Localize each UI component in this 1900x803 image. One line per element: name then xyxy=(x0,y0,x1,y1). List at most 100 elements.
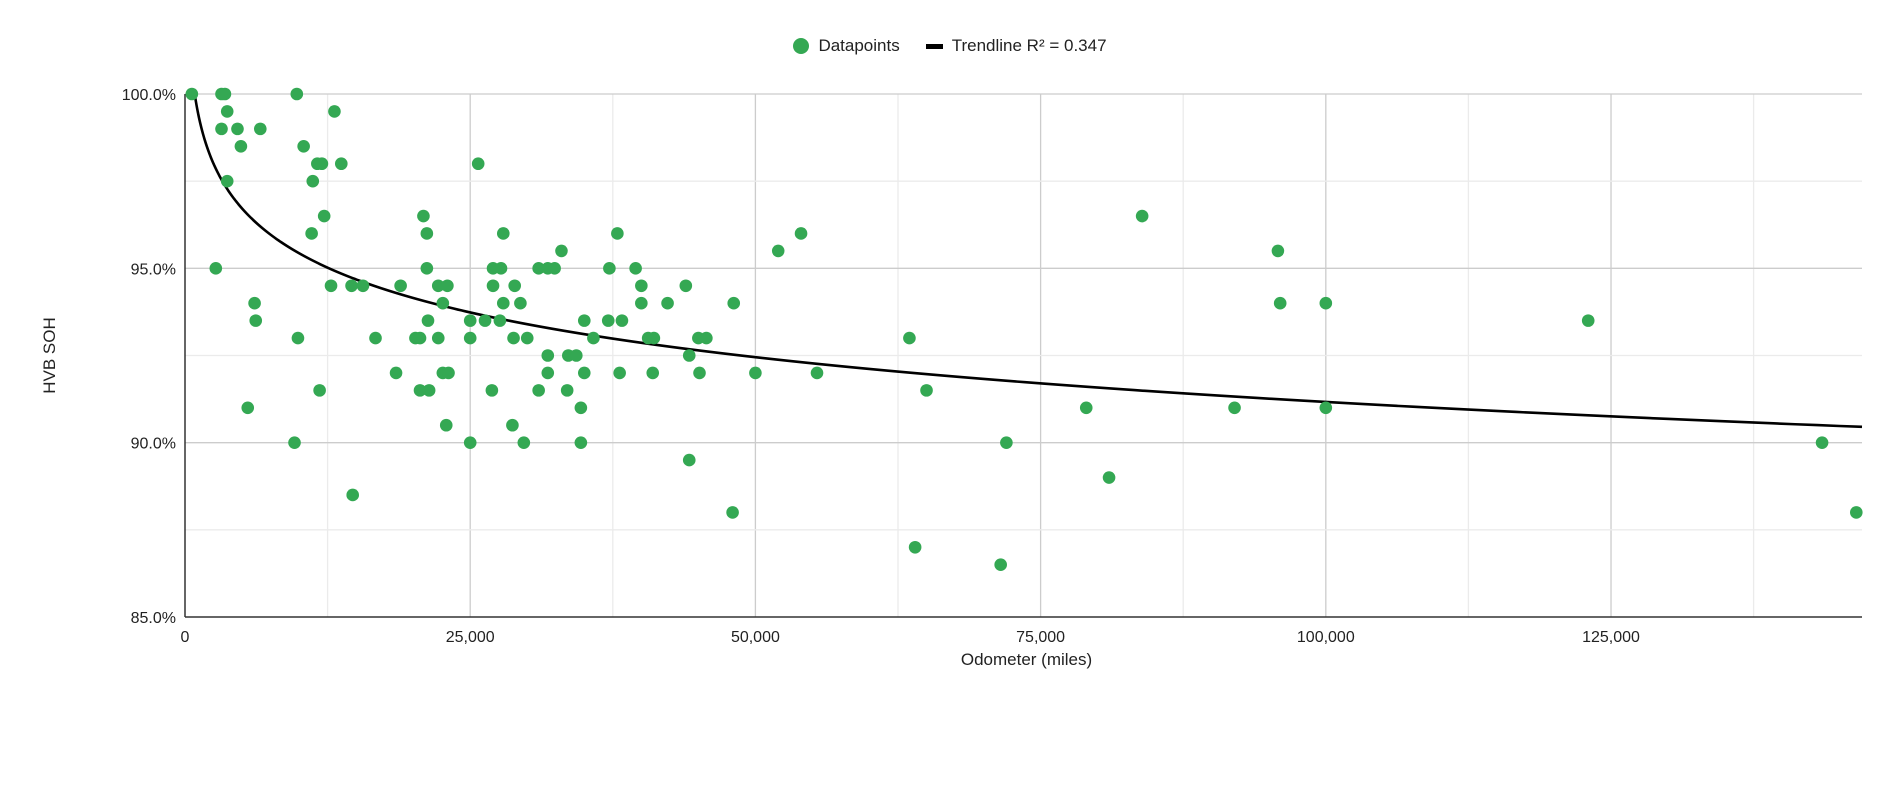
datapoint xyxy=(541,366,555,380)
datapoint xyxy=(541,349,555,362)
datapoint xyxy=(577,366,591,380)
x-tick-label: 25,000 xyxy=(446,629,495,646)
legend-item-trendline[interactable]: Trendline R² = 0.347 xyxy=(925,36,1107,56)
datapoint xyxy=(507,331,520,345)
datapoint xyxy=(471,157,485,171)
datapoint xyxy=(290,87,304,101)
datapoint xyxy=(635,296,648,310)
datapoint xyxy=(441,279,454,293)
datapoint xyxy=(328,105,341,118)
datapoints-layer xyxy=(185,87,1863,571)
datapoint xyxy=(306,174,320,188)
datapoint xyxy=(1319,296,1333,310)
datapoint xyxy=(486,279,500,293)
datapoint xyxy=(420,227,434,240)
trendline xyxy=(192,92,1863,429)
datapoint xyxy=(577,314,591,327)
y-tick-label: 95.0% xyxy=(131,261,176,278)
datapoint xyxy=(520,331,534,345)
datapoint xyxy=(1228,401,1241,415)
x-tick-label: 0 xyxy=(181,629,190,646)
datapoint xyxy=(431,331,445,345)
datapoint xyxy=(994,558,1007,571)
chart-gridlines xyxy=(185,93,1862,617)
datapoint xyxy=(682,349,696,362)
datapoint xyxy=(389,366,403,380)
datapoint xyxy=(1135,209,1149,223)
y-axis-title: HVB SOH xyxy=(40,317,59,394)
datapoint xyxy=(1319,401,1333,415)
x-tick-label: 125,000 xyxy=(1582,629,1640,646)
datapoint xyxy=(1581,314,1595,327)
x-tick-label: 100,000 xyxy=(1297,629,1355,646)
datapoint xyxy=(291,331,305,345)
datapoint xyxy=(422,384,436,397)
datapoint xyxy=(494,262,508,275)
datapoint xyxy=(570,349,583,362)
datapoint xyxy=(485,384,499,397)
datapoint xyxy=(679,279,693,293)
legend-item-datapoints[interactable]: Datapoints xyxy=(793,36,900,56)
datapoint xyxy=(346,488,360,502)
datapoint xyxy=(693,366,706,380)
datapoint xyxy=(646,366,660,380)
datapoint xyxy=(548,262,561,275)
datapoint xyxy=(920,384,933,397)
datapoint xyxy=(324,279,338,293)
datapoint xyxy=(727,296,741,310)
datapoint xyxy=(439,418,453,432)
datapoint xyxy=(587,331,600,345)
datapoint xyxy=(574,401,588,415)
datapoint xyxy=(334,157,348,171)
datapoint xyxy=(1102,471,1116,484)
datapoint xyxy=(903,331,916,345)
datapoint xyxy=(749,366,762,380)
datapoint xyxy=(601,314,615,327)
datapoint xyxy=(313,384,326,397)
datapoint xyxy=(305,227,318,240)
datapoint xyxy=(218,87,232,101)
datapoint xyxy=(356,279,370,293)
datapoint xyxy=(248,296,261,310)
datapoint xyxy=(532,262,545,275)
datapoint xyxy=(1079,401,1093,415)
datapoint xyxy=(1271,244,1285,258)
datapoint xyxy=(315,157,329,171)
datapoint xyxy=(603,262,616,275)
datapoint xyxy=(613,366,626,380)
chart-axes xyxy=(184,94,1862,618)
datapoint xyxy=(560,384,574,397)
datapoint xyxy=(506,418,519,432)
datapoint xyxy=(794,227,808,240)
datapoint xyxy=(615,314,629,327)
datapoint xyxy=(508,279,521,293)
datapoint xyxy=(369,331,382,345)
datapoint xyxy=(413,331,427,345)
datapoint xyxy=(908,540,922,554)
x-tick-label: 50,000 xyxy=(731,629,780,646)
datapoint xyxy=(700,331,713,345)
legend-datapoints-label: Datapoints xyxy=(818,36,900,55)
datapoint xyxy=(463,314,477,327)
legend-trendline-label: Trendline R² = 0.347 xyxy=(951,36,1107,55)
datapoint xyxy=(185,87,199,101)
datapoint xyxy=(463,436,477,449)
datapoint xyxy=(234,140,248,153)
datapoint xyxy=(431,279,445,293)
legend-trendline-swatch xyxy=(925,43,943,49)
datapoint xyxy=(555,244,568,258)
datapoint xyxy=(1273,296,1287,310)
datapoint xyxy=(493,314,507,327)
datapoint xyxy=(413,384,427,397)
datapoint xyxy=(532,384,545,397)
datapoint xyxy=(215,122,228,136)
datapoint xyxy=(345,279,358,293)
datapoint xyxy=(241,401,255,415)
trendline-layer xyxy=(192,92,1863,429)
datapoint xyxy=(682,453,696,467)
datapoint xyxy=(209,262,223,275)
datapoint xyxy=(1849,506,1863,519)
datapoint xyxy=(661,296,674,310)
axis-labels: 0 25,000 50,000 75,000 100,000 125,000 85.0% 90… xyxy=(40,87,1640,669)
